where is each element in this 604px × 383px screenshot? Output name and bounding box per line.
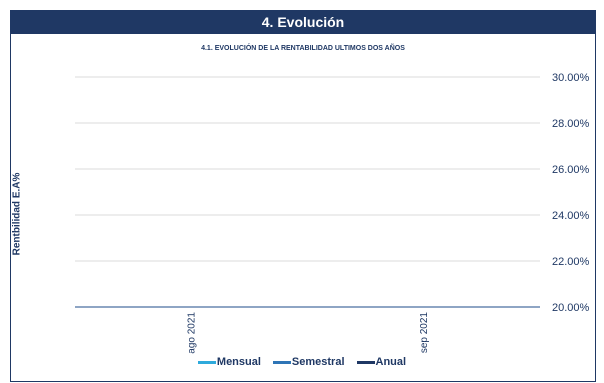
legend-swatch bbox=[272, 360, 291, 364]
y-tick-label: 30.00% bbox=[552, 72, 590, 84]
legend-label: Anual bbox=[375, 356, 407, 369]
y-tick-labels: 30.00% 28.00% 26.00% 24.00% 22.00% 20.00% bbox=[552, 72, 590, 314]
x-tick-label: ago 2021 bbox=[186, 312, 197, 354]
evolution-panel: 4. Evolución 4.1. EVOLUCIÓN DE LA RENTAB… bbox=[10, 10, 596, 382]
y-tick-label: 24.00% bbox=[552, 210, 590, 222]
legend-swatch bbox=[197, 360, 216, 364]
x-tick-label: sep 2021 bbox=[419, 312, 430, 354]
y-tick-label: 26.00% bbox=[552, 164, 590, 176]
gridlines bbox=[75, 76, 540, 308]
y-tick-label: 28.00% bbox=[552, 118, 590, 130]
legend-swatch bbox=[356, 360, 375, 364]
y-tick-label: 20.00% bbox=[552, 302, 590, 314]
chart-title: 4.1. EVOLUCIÓN DE LA RENTABILIDAD ULTIMO… bbox=[201, 45, 405, 52]
x-tick-labels: ago 2021 sep 2021 bbox=[186, 312, 430, 354]
y-tick-label: 22.00% bbox=[552, 256, 590, 268]
legend-item: Anual bbox=[356, 356, 407, 369]
section-header: 4. Evolución bbox=[11, 11, 595, 34]
legend: Mensual Semestral Anual bbox=[0, 356, 604, 368]
legend-item: Mensual bbox=[197, 356, 261, 369]
legend-label: Mensual bbox=[216, 356, 261, 369]
legend-item: Semestral bbox=[272, 356, 345, 369]
legend-label: Semestral bbox=[291, 356, 345, 369]
